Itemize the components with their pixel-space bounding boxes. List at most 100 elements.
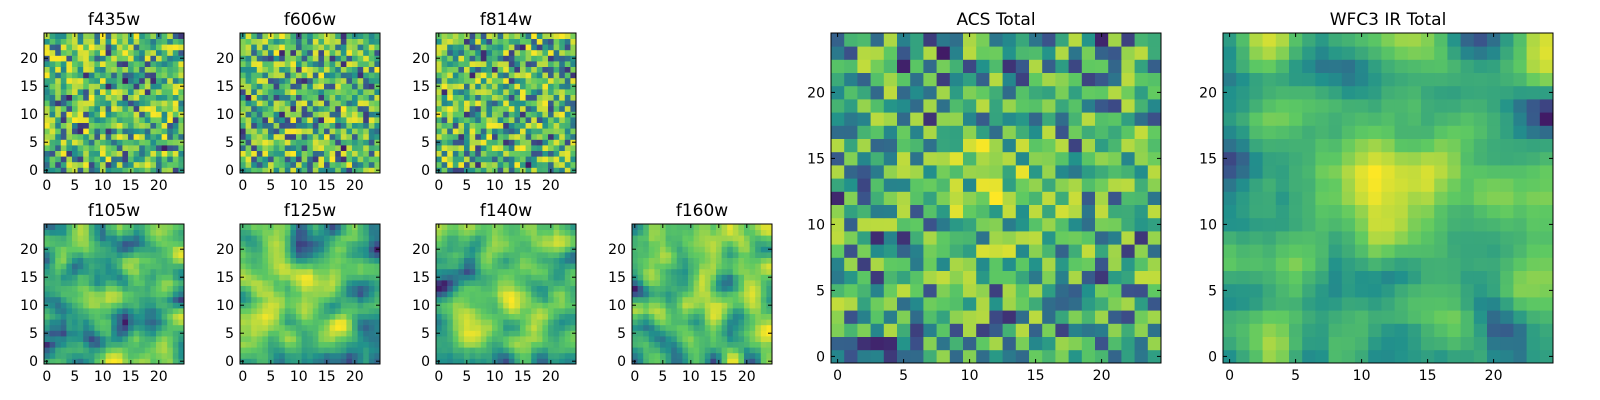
heatmap-cell	[324, 285, 330, 292]
heatmap-cell	[312, 145, 319, 151]
heatmap-cell	[105, 302, 112, 309]
heatmap-cell	[335, 150, 342, 157]
heatmap-cell	[525, 296, 532, 303]
heatmap-cell	[105, 133, 112, 140]
heatmap-cell	[245, 117, 252, 123]
heatmap-cell	[755, 302, 762, 309]
heatmap-cell	[318, 352, 325, 359]
heatmap-cell	[632, 229, 638, 236]
heatmap-cell	[167, 161, 174, 168]
heatmap-cell	[329, 89, 336, 95]
heatmap-cell	[559, 139, 566, 146]
heatmap-cell	[100, 89, 106, 95]
heatmap-cell	[486, 324, 493, 331]
heatmap-cell	[357, 347, 364, 354]
heatmap-cell	[682, 319, 689, 326]
heatmap-cell	[464, 94, 470, 101]
heatmap-cell	[897, 217, 911, 232]
heatmap-cell	[156, 268, 162, 275]
heatmap-cell	[699, 252, 706, 258]
heatmap-cell	[329, 150, 336, 157]
heatmap-cell	[245, 358, 252, 365]
heatmap-cell	[324, 94, 330, 101]
heatmap-cell	[441, 246, 448, 253]
heatmap-cell	[766, 257, 773, 264]
heatmap-cell	[167, 324, 174, 331]
heatmap-cell	[111, 263, 118, 270]
heatmap-cell	[357, 313, 364, 320]
heatmap-cell	[486, 122, 493, 129]
heatmap-cell	[296, 89, 302, 95]
heatmap-cell	[475, 324, 482, 331]
heatmap-cell	[441, 66, 448, 73]
heatmap-cell	[531, 330, 538, 337]
heatmap-cell	[531, 257, 538, 264]
heatmap-cell	[307, 341, 314, 348]
heatmap-cell	[251, 274, 258, 281]
heatmap-cell	[676, 308, 683, 314]
heatmap-cell	[831, 336, 845, 351]
heatmap-cell	[363, 319, 370, 326]
heatmap-cell	[514, 330, 521, 337]
heatmap-cell	[559, 313, 566, 320]
heatmap-cell	[732, 313, 739, 320]
heatmap-cell	[346, 291, 353, 298]
heatmap-cell	[458, 38, 465, 45]
heatmap-cell	[559, 94, 566, 101]
heatmap-cell	[749, 352, 756, 359]
heatmap-cell	[307, 347, 314, 354]
heatmap-cell	[363, 161, 370, 168]
heatmap-cell	[172, 44, 179, 51]
heatmap-cell	[503, 280, 510, 286]
heatmap-cell	[503, 257, 510, 264]
heatmap-cell	[144, 347, 151, 354]
heatmap-cell	[492, 246, 498, 253]
heatmap-cell	[976, 231, 990, 245]
heatmap-cell	[66, 72, 73, 79]
heatmap-cell	[363, 330, 370, 337]
heatmap-cell	[251, 105, 258, 112]
heatmap-cell	[335, 145, 342, 151]
heatmap-cell	[559, 341, 566, 348]
heatmap-cell	[548, 44, 554, 51]
heatmap-cell	[374, 263, 381, 270]
heatmap-cell	[60, 33, 67, 39]
heatmap-cell	[464, 72, 470, 79]
y-tick-label: 5	[421, 326, 430, 342]
heatmap-cell	[150, 44, 157, 51]
heatmap-cell	[245, 285, 252, 292]
heatmap-cell	[760, 268, 767, 275]
heatmap-cell	[301, 341, 308, 348]
heatmap-cell	[77, 117, 84, 123]
heatmap-cell	[492, 150, 498, 157]
heatmap-cell	[100, 240, 106, 247]
heatmap-cell	[128, 156, 134, 163]
heatmap-cell	[480, 66, 487, 73]
heatmap-cell	[94, 330, 101, 337]
heatmap-cell	[486, 133, 493, 140]
heatmap-cell	[251, 319, 258, 326]
heatmap-cell	[357, 302, 364, 309]
heatmap-cell	[1002, 244, 1017, 258]
heatmap-cell	[94, 161, 101, 168]
heatmap-cell	[122, 308, 129, 314]
heatmap-cell	[363, 235, 370, 242]
heatmap-cell	[1081, 178, 1096, 192]
heatmap-cell	[273, 240, 280, 247]
heatmap-cell	[251, 77, 258, 84]
heatmap-cell	[1108, 244, 1122, 258]
heatmap-cell	[910, 165, 924, 179]
heatmap-cell	[116, 341, 123, 348]
heatmap-cell	[654, 302, 661, 309]
heatmap-cell	[156, 341, 162, 348]
heatmap-cell	[570, 352, 577, 359]
heatmap-cell	[128, 246, 134, 253]
heatmap-cell	[144, 83, 151, 90]
heatmap-cell	[335, 133, 342, 140]
y-tick-label: 20	[412, 51, 430, 67]
heatmap-cell	[245, 341, 252, 348]
heatmap-cell	[682, 268, 689, 275]
heatmap-cell	[111, 66, 118, 73]
heatmap-cell	[486, 330, 493, 337]
heatmap-cell	[55, 308, 62, 314]
